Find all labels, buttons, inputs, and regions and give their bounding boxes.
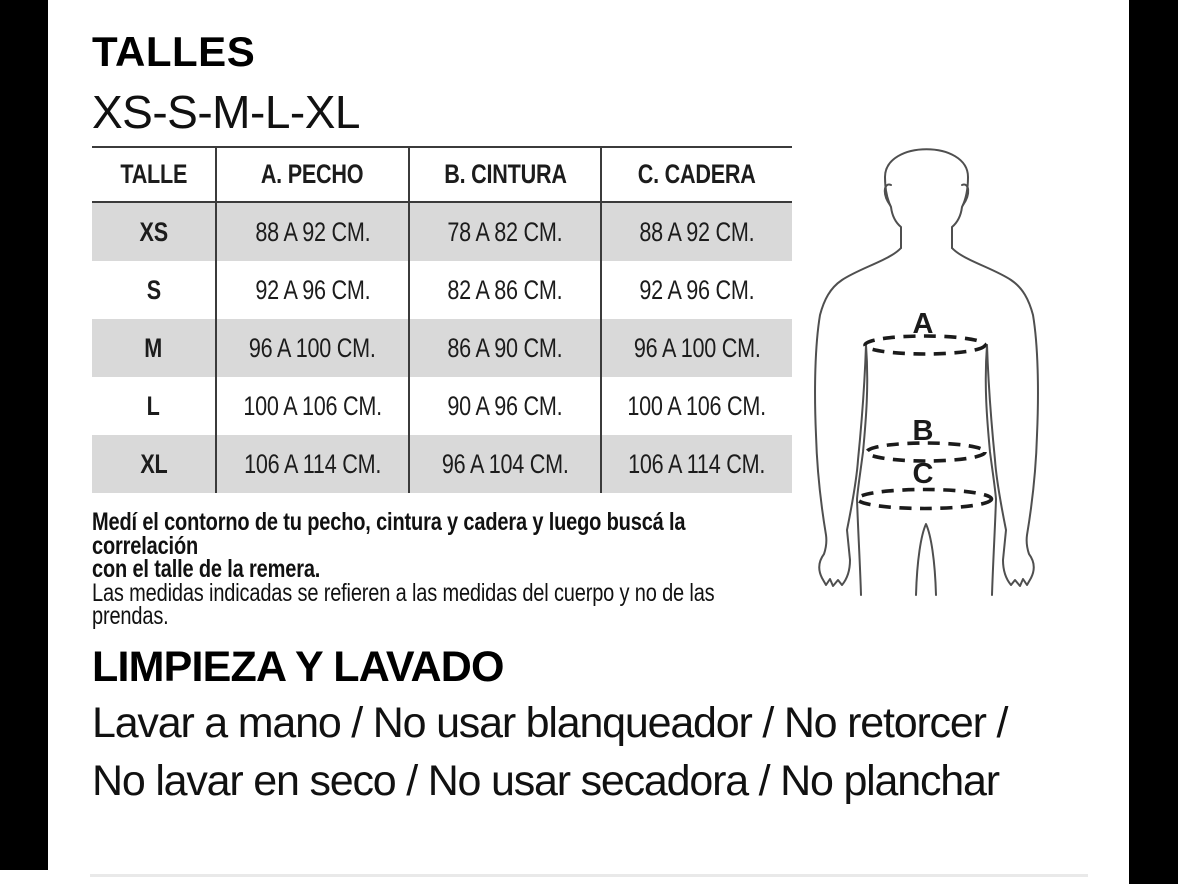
col-header-cadera: C. CADERA [600, 148, 792, 201]
col-header-pecho: A. PECHO [215, 148, 408, 201]
note-regular-line: Las medidas indicadas se refieren a las … [92, 578, 715, 630]
cell-pecho: 88 A 92 CM. [215, 203, 408, 261]
cell-cintura: 90 A 96 CM. [408, 377, 600, 435]
figure-left-torso [856, 344, 869, 596]
cell-cadera: 106 A 114 CM. [600, 435, 792, 493]
measuring-notes: Medí el contorno de tu pecho, cintura y … [92, 508, 796, 630]
table-row-xl: XL 106 A 114 CM. 96 A 104 CM. 106 A 114 … [92, 435, 792, 493]
cell-pecho: 100 A 106 CM. [215, 377, 408, 435]
table-row-xs: XS 88 A 92 CM. 78 A 82 CM. 88 A 92 CM. [92, 203, 792, 261]
cell-cintura: 82 A 86 CM. [408, 261, 600, 319]
chest-measure-dashed-line [863, 334, 987, 356]
table-row-m: M 96 A 100 CM. 86 A 90 CM. 96 A 100 CM. [92, 319, 792, 377]
care-line-1: Lavar a mano / No usar blanqueador / No … [92, 699, 1008, 747]
cell-cadera: 92 A 96 CM. [600, 261, 792, 319]
sizes-list-subtitle: XS-S-M-L-XL [92, 86, 360, 138]
cell-pecho: 96 A 100 CM. [215, 319, 408, 377]
right-black-bar [1129, 0, 1178, 884]
body-measurement-figure: A B C [800, 130, 1050, 600]
waist-label: B [913, 415, 934, 447]
section-divider [90, 874, 1088, 877]
care-instructions: Lavar a mano / No usar blanqueador / No … [92, 694, 1092, 810]
figure-left-arm [814, 247, 902, 587]
size-table-header-row: TALLE A. PECHO B. CINTURA C. CADERA [92, 148, 792, 203]
cell-pecho: 92 A 96 CM. [215, 261, 408, 319]
cell-size: L [147, 390, 160, 421]
cell-cadera: 100 A 106 CM. [600, 377, 792, 435]
table-row-s: S 92 A 96 CM. 82 A 86 CM. 92 A 96 CM. [92, 261, 792, 319]
note-bold-line-1: Medí el contorno de tu pecho, cintura y … [92, 508, 686, 560]
cell-cintura: 96 A 104 CM. [408, 435, 600, 493]
body-outline-illustration: A B C [814, 148, 1039, 596]
cell-size: XS [139, 216, 168, 247]
waist-measure-dashed-line [865, 441, 987, 463]
care-section-title: LIMPIEZA Y LAVADO [92, 643, 504, 691]
figure-right-ear [961, 183, 970, 206]
hip-measure-dashed-line [855, 487, 994, 511]
figure-inner-legs [915, 523, 937, 596]
care-line-2: No lavar en seco / No usar secadora / No… [92, 757, 1000, 805]
cell-cintura: 78 A 82 CM. [408, 203, 600, 261]
sizes-section-title: TALLES [92, 28, 256, 75]
col-header-cintura: B. CINTURA [408, 148, 600, 201]
left-black-bar [0, 0, 48, 870]
col-header-talle: TALLE [120, 159, 187, 189]
cell-cintura: 86 A 90 CM. [408, 319, 600, 377]
cell-pecho: 106 A 114 CM. [215, 435, 408, 493]
figure-right-torso [984, 344, 997, 596]
cell-size: M [144, 332, 163, 363]
hip-label: C [913, 458, 934, 490]
chest-label: A [913, 308, 934, 340]
figure-head [884, 148, 969, 249]
cell-cadera: 88 A 92 CM. [600, 203, 792, 261]
note-bold-line-2: con el talle de la remera. [92, 555, 321, 583]
cell-size: S [146, 274, 161, 305]
cell-size: XL [139, 448, 168, 479]
cell-cadera: 96 A 100 CM. [600, 319, 792, 377]
figure-left-ear [883, 183, 892, 206]
table-row-l: L 100 A 106 CM. 90 A 96 CM. 100 A 106 CM… [92, 377, 792, 435]
size-table: TALLE A. PECHO B. CINTURA C. CADERA XS 8… [92, 146, 792, 493]
figure-right-arm [951, 247, 1039, 587]
